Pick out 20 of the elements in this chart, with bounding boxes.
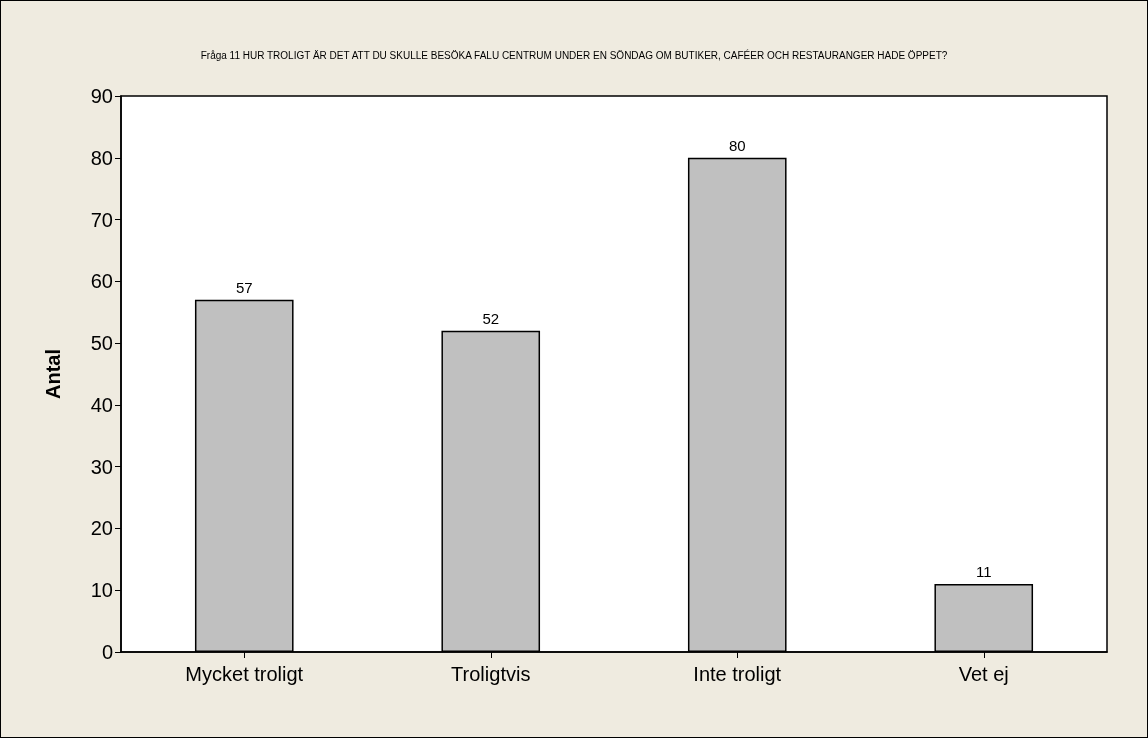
- chart-title: Fråga 11 HUR TROLIGT ÄR DET ATT DU SKULLE BESÖKA FALU CENTRUM UNDER EN SÖNDAG OM BUTIKER, CAFÉER OCH RESTAURANGER HADE ÖPPET?: [200, 48, 948, 61]
- y-axis-title: Antal: [42, 349, 64, 399]
- data-label: 80: [728, 136, 746, 154]
- y-tick-label: 90: [90, 85, 113, 107]
- data-label: 52: [482, 309, 500, 327]
- y-tick-label: 20: [90, 517, 113, 540]
- y-tick-label: 10: [90, 579, 113, 602]
- y-tick-label: 0: [101, 641, 113, 663]
- data-label: 57: [235, 278, 253, 296]
- y-tick-label: 40: [90, 393, 113, 416]
- x-tick-label: Vet ej: [958, 663, 1009, 685]
- x-tick-label: Mycket troligt: [185, 663, 304, 685]
- x-tick-label: Inte troligt: [693, 663, 782, 685]
- y-tick-label: 80: [90, 146, 113, 169]
- data-label: 11: [975, 563, 992, 581]
- y-tick-label: 60: [90, 270, 113, 293]
- y-tick-label: 30: [90, 455, 113, 478]
- y-tick-label: 50: [90, 332, 113, 355]
- x-tick-label: Troligtvis: [451, 663, 531, 685]
- y-tick-label: 70: [90, 208, 113, 231]
